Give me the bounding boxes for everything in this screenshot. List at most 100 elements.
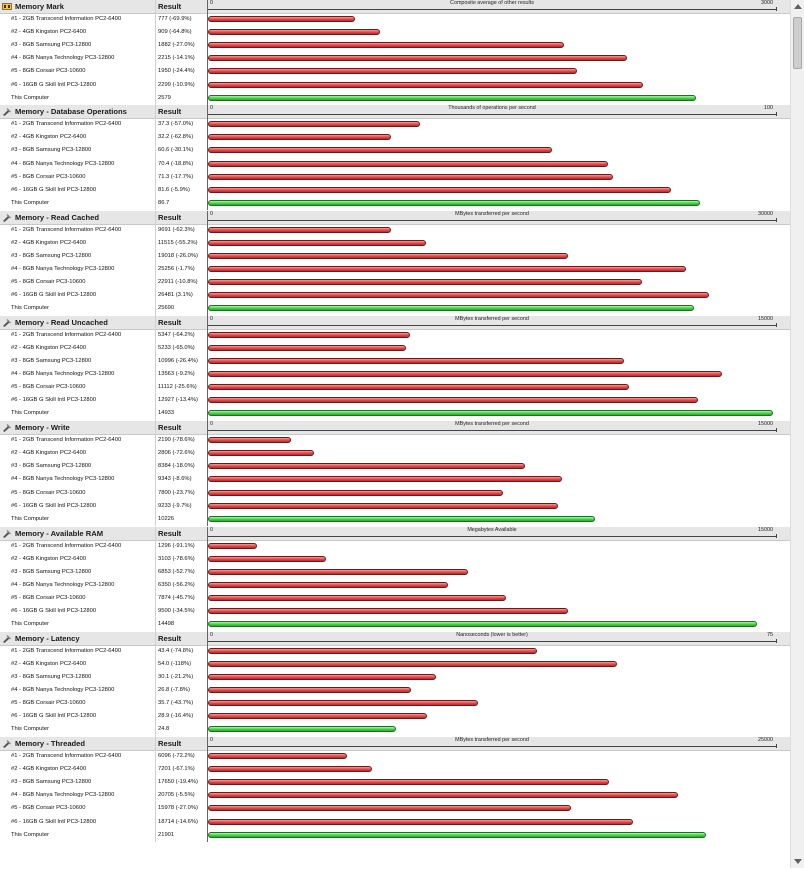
scrollbar-thumb[interactable] <box>793 17 802 69</box>
row-result: 21901 <box>158 831 175 838</box>
section-header[interactable]: Memory - Database Operations Result <box>0 105 790 120</box>
table-row[interactable]: #5 - 8GB Corsair PC3-10600 7874 (-45.7%) <box>0 592 790 605</box>
section-title: Memory - Database Operations <box>15 107 127 117</box>
row-result: 18714 (-14.6%) <box>158 818 198 825</box>
scroll-up-arrow-icon[interactable] <box>794 4 802 9</box>
table-row[interactable]: This Computer 14498 <box>0 618 790 631</box>
table-row[interactable]: #1 - 2GB Transcend Information PC2-6400 4… <box>0 645 790 658</box>
table-row[interactable]: #4 - 8GB Nanya Technology PC3-12800 70.4 … <box>0 158 790 171</box>
bar-chart: 0 MBytes transferred per second 30000 <box>207 210 777 316</box>
table-row[interactable]: #4 - 8GB Nanya Technology PC3-12800 13563… <box>0 368 790 381</box>
benchmark-section: Memory - Read Uncached Result #1 - 2GB Tra… <box>0 315 790 421</box>
table-row[interactable]: This Computer 21901 <box>0 829 790 842</box>
table-row[interactable]: #1 - 2GB Transcend Information PC2-6400 7… <box>0 13 790 26</box>
table-row[interactable]: This Computer 10226 <box>0 513 790 526</box>
comparison-bar <box>208 608 568 614</box>
table-row[interactable]: #3 - 8GB Samsung PC3-12800 60.6 (-30.1%) <box>0 144 790 157</box>
section-header[interactable]: Memory - Available RAM Result <box>0 526 790 541</box>
row-result: 70.4 (-18.8%) <box>158 160 194 167</box>
table-row[interactable]: #1 - 2GB Transcend Information PC2-6400 9… <box>0 224 790 237</box>
table-row[interactable]: #4 - 8GB Nanya Technology PC3-12800 20705… <box>0 789 790 802</box>
table-row[interactable]: This Computer 24.8 <box>0 723 790 736</box>
column-divider <box>155 315 156 421</box>
this-computer-bar <box>208 410 774 417</box>
test-tube-icon <box>3 634 11 643</box>
table-row[interactable]: #3 - 8GB Samsung PC3-12800 6853 (-52.7%) <box>0 566 790 579</box>
table-row[interactable]: #2 - 4GB Kingston PC2-6400 54.0 (-118%) <box>0 658 790 671</box>
bar-chart: 0 Nanoseconds (lower is better) 75 <box>207 631 777 737</box>
test-tube-icon <box>3 318 11 327</box>
table-row[interactable]: This Computer 2579 <box>0 92 790 105</box>
row-result: 19018 (-26.0%) <box>158 252 198 259</box>
table-row[interactable]: #5 - 8GB Corsair PC3-10600 1950 (-24.4%) <box>0 65 790 78</box>
table-row[interactable]: #1 - 2GB Transcend Information PC2-6400 1… <box>0 540 790 553</box>
table-row[interactable]: #3 - 8GB Samsung PC3-12800 10996 (-26.4%) <box>0 355 790 368</box>
table-row[interactable]: #5 - 8GB Corsair PC3-10600 7800 (-23.7%) <box>0 487 790 500</box>
table-row[interactable]: #4 - 8GB Nanya Technology PC3-12800 26.8 … <box>0 684 790 697</box>
row-label: #1 - 2GB Transcend Information PC2-6400 <box>11 542 122 549</box>
row-result: 8384 (-18.0%) <box>158 463 195 470</box>
scroll-down-arrow-icon[interactable] <box>794 859 802 864</box>
table-row[interactable]: #6 - 16GB G Skill Intl PC3-12800 28.9 (-1… <box>0 710 790 723</box>
x-axis-title: MBytes transferred per second <box>455 210 529 217</box>
section-header[interactable]: Memory - Latency Result <box>0 631 790 646</box>
result-column-header: Result <box>158 633 182 643</box>
table-row[interactable]: #3 - 8GB Samsung PC3-12800 17650 (-19.4%) <box>0 776 790 789</box>
table-row[interactable]: #6 - 16GB G Skill Intl PC3-12800 18714 (-… <box>0 816 790 829</box>
table-row[interactable]: #5 - 8GB Corsair PC3-10600 22911 (-10.8%) <box>0 276 790 289</box>
benchmark-section: Memory Mark Result #1 - 2GB Transcend Info… <box>0 0 790 105</box>
table-row[interactable]: #6 - 16GB G Skill Intl PC3-12800 2299 (-1… <box>0 79 790 92</box>
table-row[interactable]: #3 - 8GB Samsung PC3-12800 1882 (-27.0%) <box>0 39 790 52</box>
this-computer-bar <box>208 199 701 206</box>
row-label: #3 - 8GB Samsung PC3-12800 <box>11 568 92 575</box>
x-axis-title: Nanoseconds (lower is better) <box>456 631 528 638</box>
section-header[interactable]: Memory - Threaded Result <box>0 737 790 752</box>
table-row[interactable]: #1 - 2GB Transcend Information PC2-6400 5… <box>0 329 790 342</box>
table-row[interactable]: #1 - 2GB Transcend Information PC2-6400 6… <box>0 750 790 763</box>
table-row[interactable]: #2 - 4GB Kingston PC2-6400 11515 (-55.2%) <box>0 237 790 250</box>
table-row[interactable]: #6 - 16GB G Skill Intl PC3-12800 9500 (-3… <box>0 605 790 618</box>
section-header[interactable]: Memory - Read Cached Result <box>0 210 790 225</box>
table-row[interactable]: This Computer 14933 <box>0 407 790 420</box>
row-label: This Computer <box>11 621 50 628</box>
table-row[interactable]: #6 - 16GB G Skill Intl PC3-12800 81.6 (-5… <box>0 184 790 197</box>
row-label: This Computer <box>11 305 50 312</box>
table-row[interactable]: #5 - 8GB Corsair PC3-10600 71.3 (-17.7%) <box>0 171 790 184</box>
comparison-bar <box>208 502 558 509</box>
table-row[interactable]: #6 - 16GB G Skill Intl PC3-12800 9233 (-9… <box>0 500 790 513</box>
section-header[interactable]: Memory - Write Result <box>0 421 790 436</box>
this-computer-bar <box>208 94 697 101</box>
table-row[interactable]: #4 - 8GB Nanya Technology PC3-12800 2215 … <box>0 52 790 65</box>
table-row[interactable]: #5 - 8GB Corsair PC3-10600 35.7 (-43.7%) <box>0 697 790 710</box>
comparison-bar <box>208 766 372 773</box>
x-axis-line <box>207 324 777 326</box>
y-axis-line <box>207 105 208 211</box>
table-row[interactable]: #1 - 2GB Transcend Information PC2-6400 2… <box>0 434 790 447</box>
table-row[interactable]: #1 - 2GB Transcend Information PC2-6400 3… <box>0 118 790 131</box>
row-label: #5 - 8GB Corsair PC3-10600 <box>11 68 86 75</box>
table-row[interactable]: #6 - 16GB G Skill Intl PC3-12800 26481 (3… <box>0 289 790 302</box>
x-axis-line <box>207 535 777 537</box>
table-row[interactable]: This Computer 25690 <box>0 302 790 315</box>
table-row[interactable]: #2 - 4GB Kingston PC2-6400 5233 (-65.0%) <box>0 342 790 355</box>
table-row[interactable]: #2 - 4GB Kingston PC2-6400 2806 (-72.6%) <box>0 447 790 460</box>
comparison-bar <box>208 673 436 680</box>
table-row[interactable]: This Computer 86.7 <box>0 197 790 210</box>
section-header[interactable]: Memory Mark Result <box>0 0 790 14</box>
table-row[interactable]: #3 - 8GB Samsung PC3-12800 19018 (-26.0%) <box>0 250 790 263</box>
vertical-scrollbar[interactable] <box>790 0 804 868</box>
table-row[interactable]: #4 - 8GB Nanya Technology PC3-12800 25256… <box>0 263 790 276</box>
table-row[interactable]: #2 - 4GB Kingston PC2-6400 32.2 (-62.8%) <box>0 131 790 144</box>
table-row[interactable]: #2 - 4GB Kingston PC2-6400 909 (-64.8%) <box>0 26 790 39</box>
table-row[interactable]: #2 - 4GB Kingston PC2-6400 7201 (-67.1%) <box>0 763 790 776</box>
table-row[interactable]: #3 - 8GB Samsung PC3-12800 8384 (-18.0%) <box>0 460 790 473</box>
table-row[interactable]: #3 - 8GB Samsung PC3-12800 30.1 (-21.2%) <box>0 671 790 684</box>
table-row[interactable]: #5 - 8GB Corsair PC3-10600 15978 (-27.0%) <box>0 802 790 815</box>
table-row[interactable]: #6 - 16GB G Skill Intl PC3-12800 12927 (-… <box>0 394 790 407</box>
table-row[interactable]: #4 - 8GB Nanya Technology PC3-12800 9343 … <box>0 473 790 486</box>
table-row[interactable]: #2 - 4GB Kingston PC2-6400 3103 (-78.6%) <box>0 553 790 566</box>
table-row[interactable]: #4 - 8GB Nanya Technology PC3-12800 6350 … <box>0 579 790 592</box>
row-result: 25256 (-1.7%) <box>158 265 195 272</box>
section-header[interactable]: Memory - Read Uncached Result <box>0 315 790 330</box>
table-row[interactable]: #5 - 8GB Corsair PC3-10600 11112 (-25.6%) <box>0 381 790 394</box>
